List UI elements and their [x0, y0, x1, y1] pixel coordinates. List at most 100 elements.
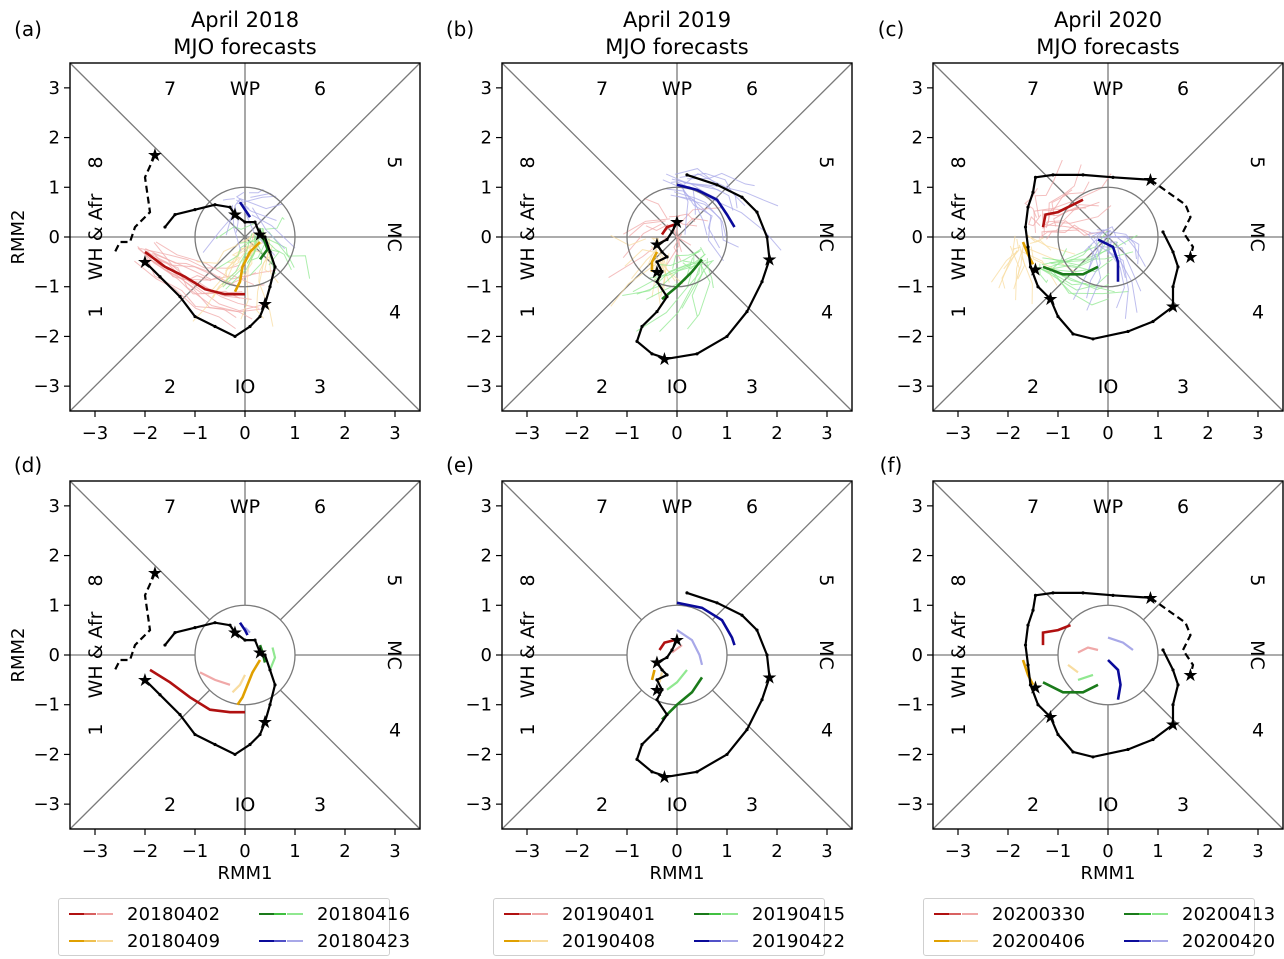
observed-day-dot: [263, 653, 267, 657]
forecast-mean-green: [1042, 681, 1099, 694]
observed-day-dot: [670, 648, 674, 652]
observed-day-dot: [193, 314, 197, 319]
ensemble-member-blue: [1106, 250, 1138, 313]
observed-day-dot: [725, 752, 729, 757]
observed-star-marker: ★: [656, 349, 672, 370]
phase-number-4: 4: [1252, 302, 1264, 324]
ensemble-member-blue: [1106, 247, 1125, 309]
observed-day-dot: [665, 673, 669, 677]
observed-star-marker: ★: [649, 234, 665, 255]
observed-day-dot: [695, 770, 699, 774]
ensemble-member-orange: [1015, 248, 1024, 301]
observed-day-dot: [1026, 245, 1030, 249]
panel-title-line2: MJO forecasts: [1036, 35, 1179, 59]
observed-day-dot: [163, 225, 167, 229]
observed-day-dot: [767, 257, 772, 261]
phase-number-5: 5: [383, 574, 405, 586]
observed-day-dot: [665, 357, 669, 361]
ensemble-member-green: [659, 267, 700, 332]
observed-day-dot: [243, 638, 247, 642]
observed-day-dot: [660, 668, 664, 672]
observed-star-marker: ★: [656, 767, 672, 788]
observed-day-dot: [1056, 314, 1060, 319]
x-tick-label: 2: [1202, 841, 1213, 862]
observed-day-dot: [1091, 337, 1095, 341]
forecast-alt-green: [268, 647, 277, 671]
ensemble-member-red: [150, 256, 261, 313]
observed-day-dot: [640, 324, 644, 329]
observed-day-dot: [665, 295, 669, 299]
phase-number-2: 2: [596, 794, 608, 816]
legend-swatch-segment: [69, 940, 85, 942]
observed-day-dot: [253, 220, 257, 224]
ensemble-member-green: [632, 260, 707, 293]
legend-swatch-segment: [532, 913, 548, 915]
y-tick-label: 2: [49, 128, 60, 149]
phase-number-7: 7: [164, 78, 176, 100]
observed-day-dot: [765, 235, 769, 239]
legend-swatch-segment: [504, 913, 520, 915]
observed-day-dot: [740, 613, 744, 617]
forecast-mean-green: [258, 644, 267, 663]
observed-day-dot: [670, 230, 674, 234]
x-tick-label: 0: [671, 841, 682, 862]
amplitude-one-circle: [1057, 604, 1159, 706]
region-label-top: WP: [662, 496, 692, 518]
legend-swatch-segment: [1139, 913, 1151, 915]
observed-day-dot: [1151, 737, 1155, 742]
observed-star-marker: ★: [649, 262, 665, 283]
observed-day-dot: [178, 295, 182, 299]
observed-star-marker: ★: [649, 652, 665, 673]
ensemble-member-red: [680, 222, 698, 227]
observed-day-dot: [1081, 173, 1085, 177]
observed-day-dot: [665, 255, 669, 259]
legend-label: 20200406: [992, 930, 1086, 952]
panel-title-line1: April 2018: [191, 8, 299, 32]
forecast-alt-blue: [244, 626, 251, 634]
forecast-mean-green: [661, 258, 704, 301]
forecast-mean-red: [660, 223, 675, 236]
legend-entry: 20180409: [69, 929, 220, 953]
phase-number-8: 8: [948, 574, 970, 586]
phase-number-1: 1: [85, 724, 107, 736]
forecast-mean-blue: [676, 183, 736, 228]
ensemble-member-green: [1046, 258, 1113, 273]
observed-day-dot: [1171, 285, 1175, 289]
observed-day-dot: [1023, 225, 1028, 229]
ensemble-member-blue: [1086, 239, 1101, 299]
observed-day-dot: [745, 309, 749, 314]
x-tick-label: −3: [82, 423, 109, 444]
legend-label: 20180402: [127, 903, 221, 925]
observed-day-dot: [1161, 230, 1165, 234]
observed-star-marker: ★: [1027, 259, 1043, 280]
ensemble-member-red: [665, 226, 680, 267]
observed-day-dot: [213, 203, 217, 207]
y-tick-label: 1: [481, 595, 492, 616]
observed-day-dot: [263, 720, 267, 724]
x-tick-label: −1: [1045, 423, 1072, 444]
ensemble-member-green: [658, 250, 701, 267]
forecast-mean-green: [661, 676, 704, 721]
observed-star-marker: ★: [137, 670, 153, 691]
x-tick-label: 1: [1152, 423, 1163, 444]
observed-day-dot: [193, 626, 197, 630]
x-tick-label: −2: [564, 423, 591, 444]
observed-day-dot: [228, 205, 232, 209]
phase-number-8: 8: [517, 156, 539, 168]
observed-day-dot: [655, 660, 659, 665]
x-tick-label: 2: [339, 423, 350, 444]
x-tick-label: 0: [239, 841, 250, 862]
legend-label: 20200330: [992, 903, 1086, 925]
observed-day-dot: [765, 653, 769, 657]
ensemble-member-orange: [1027, 234, 1044, 243]
forecast-alt-orange: [231, 674, 246, 694]
y-tick-label: −1: [33, 277, 60, 298]
phase-number-1: 1: [85, 306, 107, 318]
ensemble-member-red: [140, 248, 239, 269]
y-tick-label: 0: [481, 645, 492, 666]
ensemble-member-blue: [1072, 248, 1099, 300]
x-tick-label: 3: [1252, 423, 1263, 444]
observed-dashed: [1149, 596, 1195, 676]
ensemble-member-red: [1053, 201, 1100, 227]
ensemble-member-red: [676, 226, 682, 252]
